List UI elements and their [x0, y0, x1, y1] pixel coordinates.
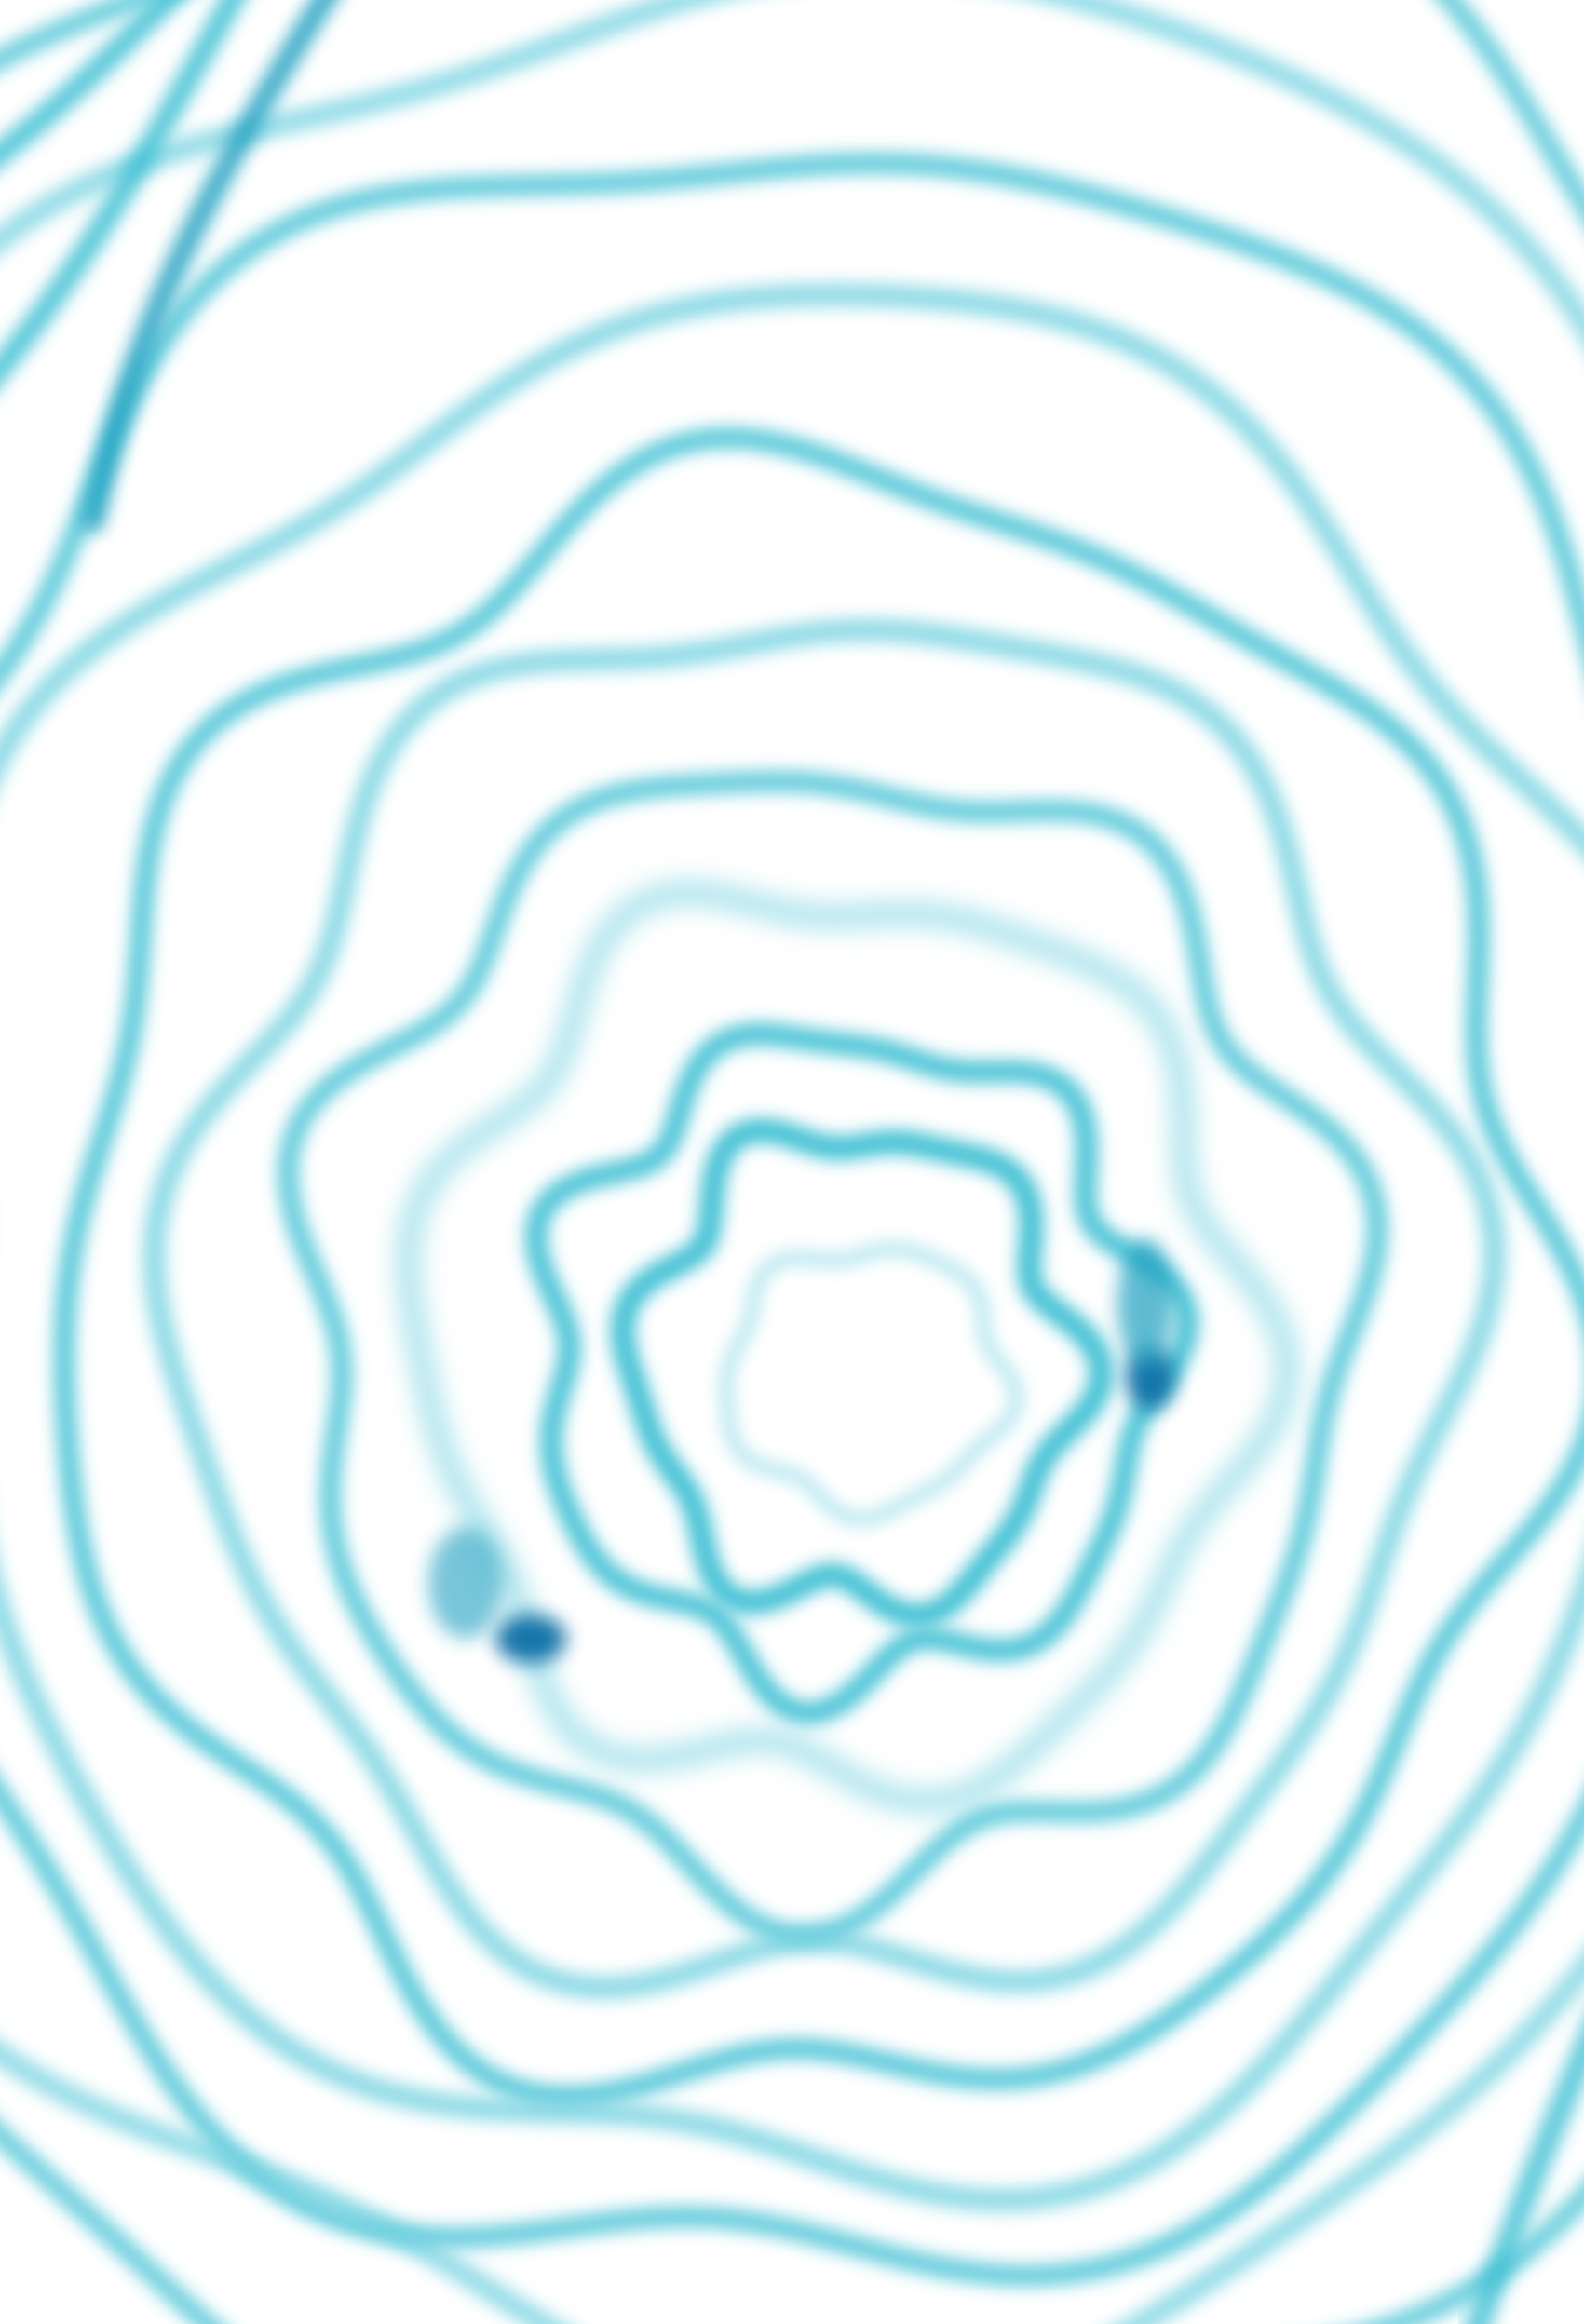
ink-ring-9 [0, 153, 1584, 2287]
ink-pool-3 [1117, 1238, 1173, 1369]
ink-ring-4 [399, 883, 1297, 1812]
ink-pool-1 [495, 1615, 566, 1663]
corner-ink-curve-2 [0, 0, 245, 386]
ink-pool-4 [428, 1527, 503, 1639]
ink-ring-5 [278, 771, 1388, 1946]
ink-ring-7 [53, 427, 1584, 2107]
ink-ring-3 [524, 1022, 1199, 1724]
corner-ink-curve-3 [82, 0, 337, 533]
corner-ink-curve-4 [1466, 2021, 1584, 2324]
corner-ink-curve-1 [0, 0, 183, 168]
ink-ring-1 [720, 1242, 1023, 1526]
ink-ring-2 [610, 1118, 1114, 1628]
ink-ring-8 [0, 283, 1584, 2212]
ink-ring-6 [142, 618, 1506, 1999]
